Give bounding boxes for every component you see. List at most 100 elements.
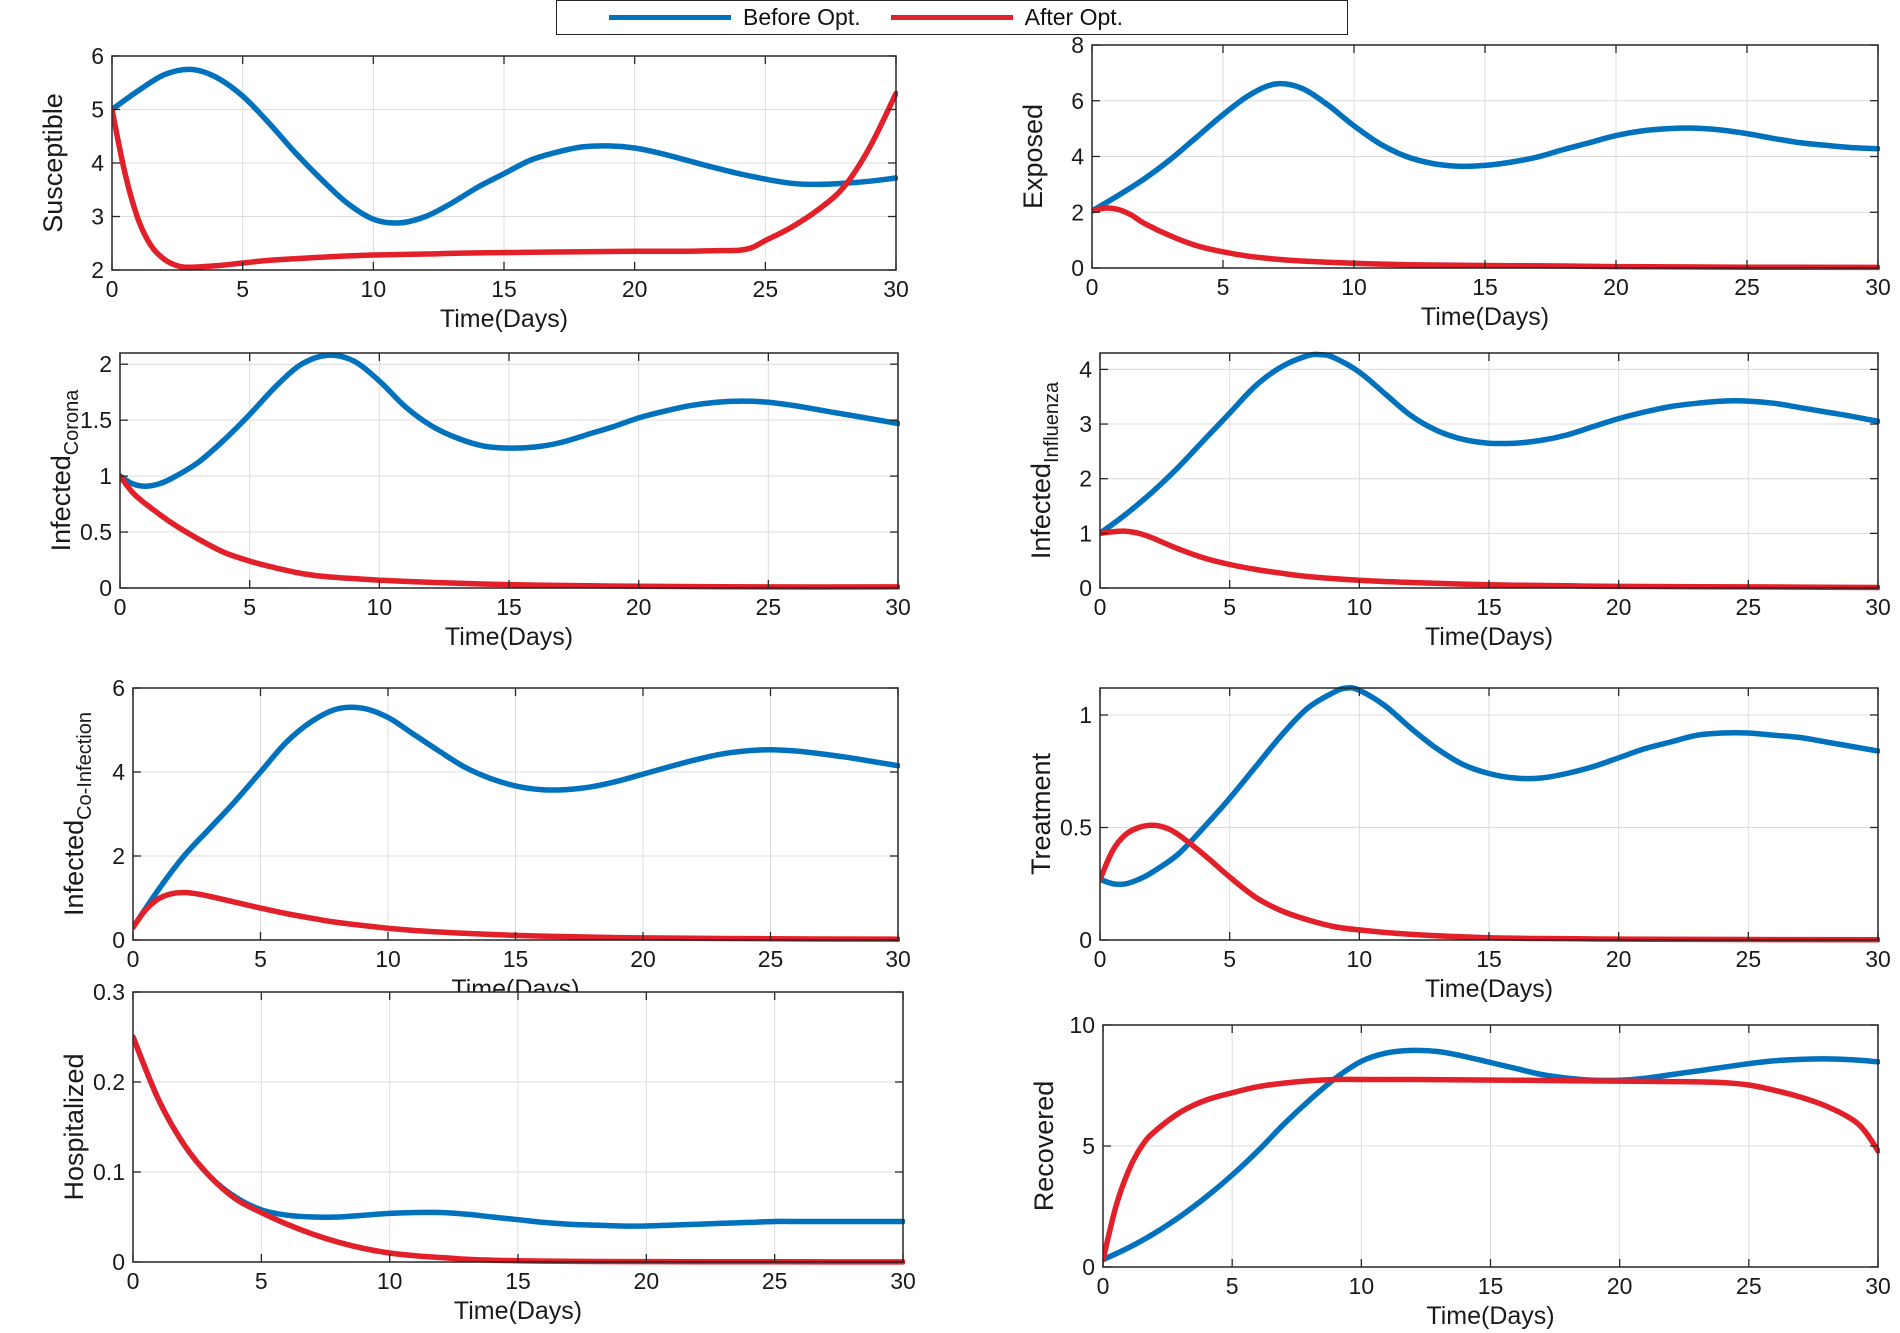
legend-item-before: Before Opt. bbox=[609, 4, 861, 31]
x-tick-label: 20 bbox=[1606, 594, 1632, 620]
y-axis-label: Hospitalized bbox=[59, 1053, 89, 1200]
y-tick-label: 0 bbox=[1079, 575, 1092, 601]
chart-panel-5: 0 5 10 15 20 25 300246Time(Days)InfectedCo-Inf… bbox=[59, 675, 911, 1003]
x-tick-label: 30 bbox=[1865, 594, 1891, 620]
y-tick-label: 4 bbox=[1071, 144, 1084, 170]
y-tick-label: 2 bbox=[112, 843, 125, 869]
x-tick-label: 0 bbox=[106, 276, 119, 302]
series-line-after-opt bbox=[1100, 528, 1880, 591]
x-tick-label: 20 bbox=[1606, 946, 1632, 972]
x-tick-label: 30 bbox=[890, 1268, 916, 1294]
x-tick-label: 15 bbox=[505, 1268, 531, 1294]
x-tick-label: 25 bbox=[756, 594, 782, 620]
y-axis-label: Susceptible bbox=[38, 93, 68, 233]
x-tick-label: 5 bbox=[255, 1268, 268, 1294]
legend-box: Before Opt. After Opt. bbox=[556, 0, 1348, 35]
y-tick-label: 1 bbox=[1079, 520, 1092, 546]
y-tick-label: 0 bbox=[1071, 255, 1084, 281]
y-axis-label: InfectedCorona bbox=[46, 389, 83, 552]
series-line-before-opt bbox=[112, 66, 898, 226]
x-tick-label: 10 bbox=[377, 1268, 403, 1294]
x-tick-label: 15 bbox=[503, 946, 529, 972]
x-tick-label: 5 bbox=[1226, 1273, 1239, 1299]
x-axis-label: Time(Days) bbox=[454, 1297, 582, 1325]
series-line-after-opt bbox=[112, 90, 898, 271]
y-tick-label: 1 bbox=[99, 463, 112, 489]
x-axis-label: Time(Days) bbox=[445, 623, 573, 651]
y-tick-label: 0.1 bbox=[93, 1159, 125, 1185]
y-tick-label: 6 bbox=[1071, 88, 1084, 114]
y-axis-label-subscript: Co-Infection bbox=[74, 712, 96, 820]
chart-panel-6: 0 5 10 15 20 25 30 0 0.5 1 Time(Days) Treatment bbox=[1026, 685, 1891, 1003]
y-tick-label: 0.5 bbox=[80, 519, 112, 545]
x-tick-label: 5 bbox=[1223, 594, 1236, 620]
x-tick-label: 15 bbox=[1472, 274, 1498, 300]
x-tick-label: 30 bbox=[1865, 946, 1891, 972]
y-tick-label: 0 bbox=[1079, 927, 1092, 953]
x-axis-label: Time(Days) bbox=[440, 305, 568, 333]
x-axis-label: Time(Days) bbox=[1421, 303, 1549, 331]
x-tick-label: 25 bbox=[753, 276, 779, 302]
y-tick-label: 6 bbox=[112, 675, 125, 701]
x-tick-label: 25 bbox=[1736, 1273, 1762, 1299]
x-tick-label: 25 bbox=[1734, 274, 1760, 300]
y-tick-label: 6 bbox=[91, 43, 104, 69]
x-tick-label: 0 bbox=[127, 946, 140, 972]
x-axis-label: Time(Days) bbox=[1426, 1302, 1554, 1330]
x-tick-label: 0 bbox=[1094, 946, 1107, 972]
x-tick-label: 30 bbox=[885, 594, 911, 620]
y-tick-label: 2 bbox=[99, 351, 112, 377]
x-tick-label: 30 bbox=[1865, 274, 1891, 300]
y-tick-label: 0 bbox=[1082, 1254, 1095, 1280]
chart-panel-7: 0 5 10 15 20 25 30 0 0.1 0.2 0.3 Time(Days) Hospital… bbox=[59, 979, 916, 1325]
y-axis-label: Treatment bbox=[1026, 752, 1056, 875]
x-tick-label: 0 bbox=[114, 594, 127, 620]
series-line-after-opt bbox=[1103, 1076, 1880, 1263]
x-tick-label: 10 bbox=[1349, 1273, 1375, 1299]
x-tick-label: 15 bbox=[1478, 1273, 1504, 1299]
x-tick-label: 0 bbox=[1086, 274, 1099, 300]
x-tick-label: 20 bbox=[622, 276, 648, 302]
y-tick-label: 5 bbox=[91, 97, 104, 123]
series-line-after-opt bbox=[1092, 205, 1880, 271]
x-tick-label: 5 bbox=[1217, 274, 1230, 300]
y-tick-label: 1 bbox=[1079, 702, 1092, 728]
x-tick-label: 20 bbox=[1607, 1273, 1633, 1299]
x-tick-label: 30 bbox=[883, 276, 909, 302]
x-tick-label: 30 bbox=[885, 946, 911, 972]
y-tick-label: 4 bbox=[112, 759, 125, 785]
x-tick-label: 10 bbox=[361, 276, 387, 302]
legend-line-after bbox=[890, 15, 1013, 20]
x-tick-label: 10 bbox=[1341, 274, 1367, 300]
x-tick-label: 0 bbox=[127, 1268, 140, 1294]
y-tick-label: 0 bbox=[112, 1249, 125, 1275]
series-line-before-opt bbox=[1092, 80, 1880, 214]
legend-label-before: Before Opt. bbox=[743, 4, 861, 30]
y-tick-label: 4 bbox=[91, 150, 104, 176]
y-axis-label: Recovered bbox=[1029, 1081, 1059, 1212]
x-tick-label: 5 bbox=[236, 276, 249, 302]
series-line-before-opt bbox=[1100, 351, 1880, 537]
chart-panel-2: 0 5 10 15 20 25 30 0 2 4 6 8 Time(Days) Exposed bbox=[1018, 32, 1891, 331]
x-tick-label: 0 bbox=[1097, 1273, 1110, 1299]
legend-label-after: After Opt. bbox=[1024, 4, 1124, 30]
chart-panel-1: 0 5 10 15 20 25 30 2 3 4 5 6 Time(Days) Susceptible bbox=[38, 43, 909, 333]
series-line-after-opt bbox=[133, 889, 900, 942]
y-tick-label: 0.3 bbox=[93, 979, 125, 1005]
x-tick-label: 10 bbox=[367, 594, 393, 620]
y-axis-label: Exposed bbox=[1018, 104, 1048, 209]
x-tick-label: 10 bbox=[1347, 594, 1373, 620]
y-axis-label: InfectedInfluenza bbox=[1026, 381, 1063, 559]
y-tick-label: 5 bbox=[1082, 1133, 1095, 1159]
series-line-before-opt bbox=[1103, 1047, 1880, 1263]
x-axis-label: Time(Days) bbox=[1425, 975, 1553, 1003]
y-tick-label: 3 bbox=[91, 204, 104, 230]
y-axis-label: InfectedCo-Infection bbox=[59, 712, 96, 916]
x-tick-label: 0 bbox=[1094, 594, 1107, 620]
chart-panel-8: 0 5 10 15 20 25 30 0 5 10 Time(Days) Recovered bbox=[1029, 1012, 1891, 1330]
y-tick-label: 0 bbox=[112, 927, 125, 953]
y-tick-label: 10 bbox=[1069, 1012, 1095, 1038]
y-tick-label: 8 bbox=[1071, 32, 1084, 58]
x-tick-label: 20 bbox=[634, 1268, 660, 1294]
